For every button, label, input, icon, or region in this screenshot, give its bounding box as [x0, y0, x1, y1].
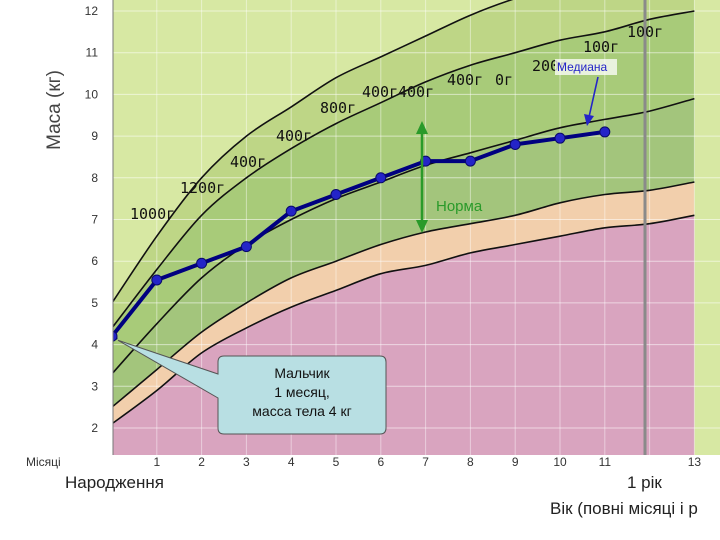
- gain-label: 1000г: [130, 205, 175, 223]
- median-arrow-head: [584, 114, 594, 126]
- curve-plus2sd: [113, 10, 695, 328]
- x-tick-label: 5: [333, 455, 340, 469]
- y-tick-label: 8: [91, 171, 98, 185]
- callout-bubble: [117, 339, 387, 435]
- x-tick-label: 4: [288, 455, 295, 469]
- y-tick-label: 9: [91, 129, 98, 143]
- median-arrow-line: [588, 76, 599, 118]
- x-tick-label: 2: [198, 455, 205, 469]
- curve-minus3sd: [113, 214, 695, 425]
- x-tick-label: 6: [377, 455, 384, 469]
- child-weight-point: [330, 188, 342, 200]
- x-tick-label: 11: [599, 455, 612, 469]
- y-tick-label: 10: [85, 87, 99, 101]
- norm-arrow-head-up: [416, 121, 428, 134]
- x-tick-label: 1: [153, 455, 160, 469]
- y-tick-label: 7: [91, 213, 98, 227]
- gain-label: 100г: [583, 38, 619, 56]
- child-weight-point: [599, 126, 611, 138]
- gain-label: 0г: [495, 71, 513, 89]
- x-tick-label: 8: [467, 455, 474, 469]
- norm-arrow-head-down: [416, 220, 428, 233]
- gain-label: 400г: [398, 83, 434, 101]
- annotations: Норма Медиана Мальчик 1 месяц, масса тела 4 …: [117, 59, 617, 435]
- y-tick-label: 2: [91, 421, 98, 435]
- x-axis-title: Вік (повні місяці і р: [550, 499, 698, 518]
- y-tick-label: 6: [91, 254, 98, 268]
- year-label: 1 рік: [627, 473, 662, 492]
- callout-line: 1 месяц,: [274, 384, 330, 400]
- child-weight-point: [196, 257, 208, 269]
- curve-minus2sd: [113, 181, 695, 408]
- child-weight-point: [285, 205, 297, 217]
- callout-line: Мальчик: [274, 365, 330, 381]
- y-tick-label: 12: [85, 4, 99, 18]
- x-axis-birth-label: Народження: [65, 473, 164, 492]
- gain-label: 400г: [276, 127, 312, 145]
- y-tick-label: 4: [91, 338, 98, 352]
- curve-plus3sd: [113, 0, 514, 303]
- y-axis-title: Маса (кг): [44, 70, 65, 150]
- x-tick-label: 9: [512, 455, 519, 469]
- x-tick-label: 3: [243, 455, 250, 469]
- median-label: Медиана: [557, 60, 608, 74]
- child-weight-point: [554, 132, 566, 144]
- child-weight-point: [375, 172, 387, 184]
- x-tick-label: 7: [422, 455, 429, 469]
- norm-label: Норма: [436, 198, 483, 215]
- left-margin: [0, 0, 113, 540]
- gain-label: 100г: [627, 23, 663, 41]
- reference-curves: [113, 0, 695, 425]
- child-weight-point: [509, 138, 521, 150]
- gain-label: 800г: [320, 99, 356, 117]
- y-tick-label: 11: [86, 46, 99, 60]
- x-axis-months-label: Місяці: [26, 455, 61, 469]
- gain-label: 400г: [230, 153, 266, 171]
- bottom-margin: [0, 455, 720, 540]
- x-tick-label: 10: [553, 455, 567, 469]
- child-weight-point: [151, 274, 163, 286]
- gain-label: 1200г: [180, 179, 225, 197]
- zone-bands: [113, 0, 720, 455]
- curve-median: [113, 97, 695, 374]
- median-label-bg: [555, 59, 617, 75]
- callout-line: масса тела 4 кг: [252, 403, 351, 419]
- child-weight-point: [240, 241, 252, 253]
- y-tick-label: 5: [91, 296, 98, 310]
- x-tick-label: 13: [688, 455, 702, 469]
- y-tick-label: 3: [91, 379, 98, 393]
- gain-label: 400г: [447, 71, 483, 89]
- child-weight-point: [464, 155, 476, 167]
- gain-label: 400г: [362, 83, 398, 101]
